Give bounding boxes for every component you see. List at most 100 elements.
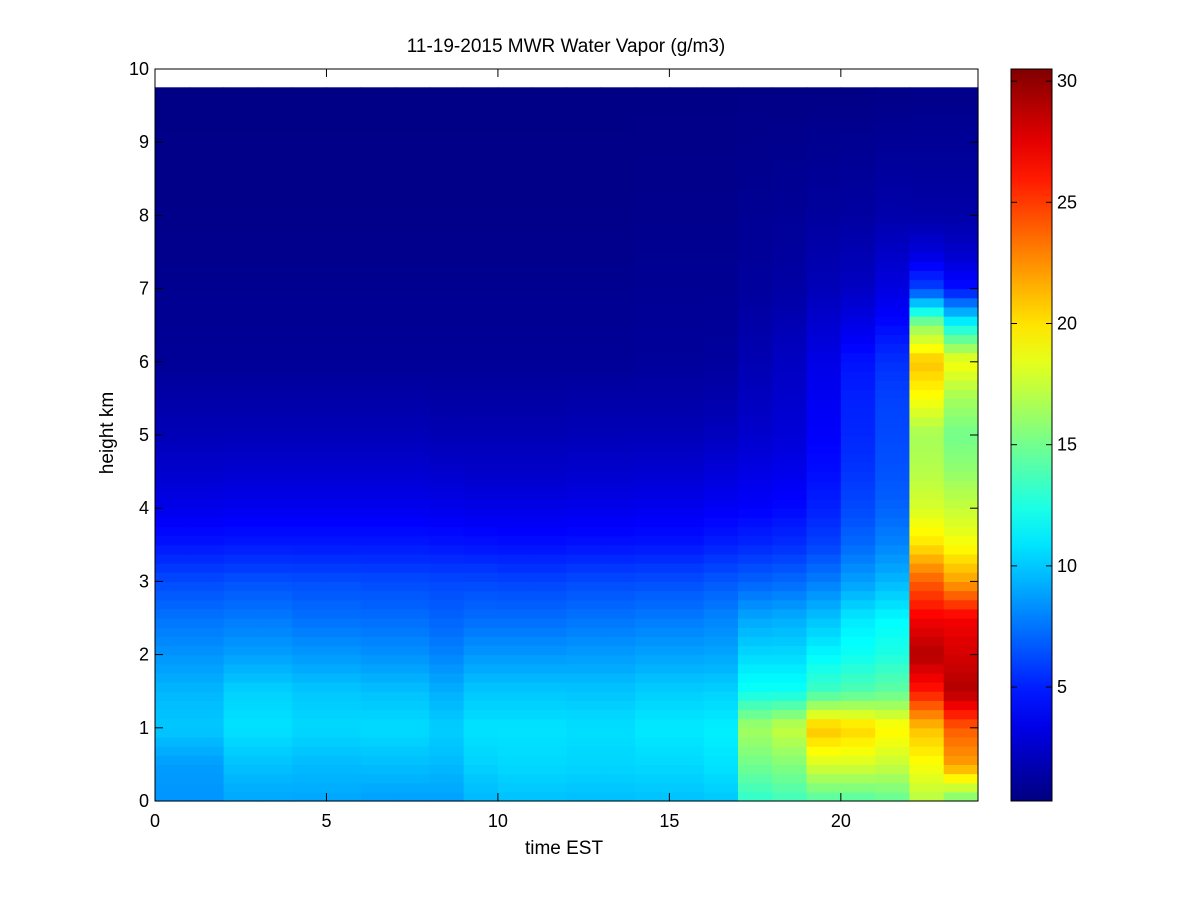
heatmap-cell	[326, 187, 362, 198]
heatmap-cell	[703, 297, 739, 308]
heatmap-cell	[326, 435, 362, 445]
heatmap-cell	[189, 727, 225, 738]
heatmap-cell	[189, 489, 225, 500]
heatmap-cell	[703, 645, 739, 656]
heatmap-cell	[806, 114, 842, 125]
heatmap-cell	[566, 499, 602, 509]
heatmap-cell	[875, 325, 911, 335]
heatmap-cell	[395, 87, 430, 98]
heatmap-cell	[840, 773, 876, 784]
heatmap-cell	[737, 581, 773, 592]
heatmap-cell	[566, 123, 602, 134]
heatmap-cell	[566, 727, 602, 738]
heatmap-cell	[875, 663, 911, 674]
heatmap-cell	[257, 306, 293, 317]
heatmap-cell	[532, 398, 568, 409]
heatmap-cell	[772, 535, 808, 546]
heatmap-cell	[669, 764, 705, 775]
heatmap-cell	[600, 663, 636, 674]
heatmap-cell	[566, 572, 602, 582]
heatmap-cell	[600, 645, 636, 656]
heatmap-cell	[703, 535, 739, 546]
heatmap-cell	[635, 96, 670, 107]
heatmap-cell	[395, 764, 430, 775]
heatmap-cell	[429, 499, 465, 509]
heatmap-cell	[600, 197, 636, 207]
heatmap-cell	[875, 306, 911, 317]
heatmap-cell	[292, 590, 328, 601]
heatmap-cell	[532, 590, 568, 601]
heatmap-cell	[703, 178, 739, 189]
heatmap-cell	[292, 389, 328, 399]
heatmap-cell	[703, 618, 739, 628]
heatmap-cell	[463, 380, 499, 390]
heatmap-cell	[497, 700, 533, 711]
heatmap-cell	[600, 114, 636, 125]
heatmap-cell	[395, 709, 430, 720]
heatmap-cell	[840, 297, 876, 308]
heatmap-cell	[360, 425, 396, 436]
heatmap-cell	[257, 700, 293, 711]
heatmap-cell	[875, 389, 911, 399]
heatmap-cell	[155, 508, 190, 518]
heatmap-cell	[669, 142, 705, 152]
heatmap-cell	[395, 123, 430, 134]
heatmap-cell	[155, 224, 190, 235]
heatmap-cell	[737, 343, 773, 354]
heatmap-cell	[806, 288, 842, 299]
heatmap-cell	[292, 764, 328, 775]
heatmap-cell	[326, 169, 362, 180]
heatmap-cell	[703, 654, 739, 665]
heatmap-cell	[497, 133, 533, 143]
heatmap-cell	[772, 480, 808, 491]
heatmap-cell	[669, 453, 705, 464]
heatmap-cell	[155, 325, 190, 335]
heatmap-cell	[909, 590, 945, 601]
heatmap-cell	[223, 453, 259, 464]
heatmap-cell	[600, 691, 636, 701]
heatmap-cell	[326, 462, 362, 473]
heatmap-cell	[806, 608, 842, 619]
heatmap-cell	[189, 627, 225, 637]
heatmap-cell	[806, 215, 842, 226]
heatmap-cell	[737, 782, 773, 793]
heatmap-cell	[703, 736, 739, 747]
heatmap-cell	[189, 764, 225, 775]
heatmap-cell	[566, 444, 602, 454]
heatmap-cell	[360, 672, 396, 683]
heatmap-cell	[669, 627, 705, 637]
heatmap-cell	[875, 425, 911, 436]
heatmap-cell	[257, 618, 293, 628]
heatmap-cell	[223, 572, 259, 582]
heatmap-cell	[840, 306, 876, 317]
heatmap-cell	[189, 123, 225, 134]
heatmap-cell	[326, 581, 362, 592]
heatmap-cell	[635, 187, 670, 198]
heatmap-cell	[875, 178, 911, 189]
heatmap-cell	[429, 672, 465, 683]
heatmap-cell	[635, 618, 670, 628]
heatmap-cell	[600, 489, 636, 500]
heatmap-cell	[669, 169, 705, 180]
heatmap-cell	[223, 352, 259, 363]
heatmap-cell	[635, 709, 670, 720]
heatmap-cell	[257, 206, 293, 216]
heatmap-cell	[635, 252, 670, 262]
heatmap-cell	[703, 370, 739, 381]
heatmap-cell	[360, 544, 396, 555]
heatmap-cell	[772, 471, 808, 482]
heatmap-cell	[635, 746, 670, 756]
heatmap-cell	[326, 645, 362, 656]
heatmap-cell	[360, 553, 396, 564]
heatmap-cell	[532, 261, 568, 271]
heatmap-cell	[395, 435, 430, 445]
heatmap-cell	[395, 599, 430, 610]
heatmap-cell	[497, 316, 533, 326]
heatmap-cell	[292, 197, 328, 207]
heatmap-cell	[669, 252, 705, 262]
heatmap-cell	[429, 261, 465, 271]
heatmap-cell	[669, 288, 705, 299]
heatmap-cell	[566, 361, 602, 372]
